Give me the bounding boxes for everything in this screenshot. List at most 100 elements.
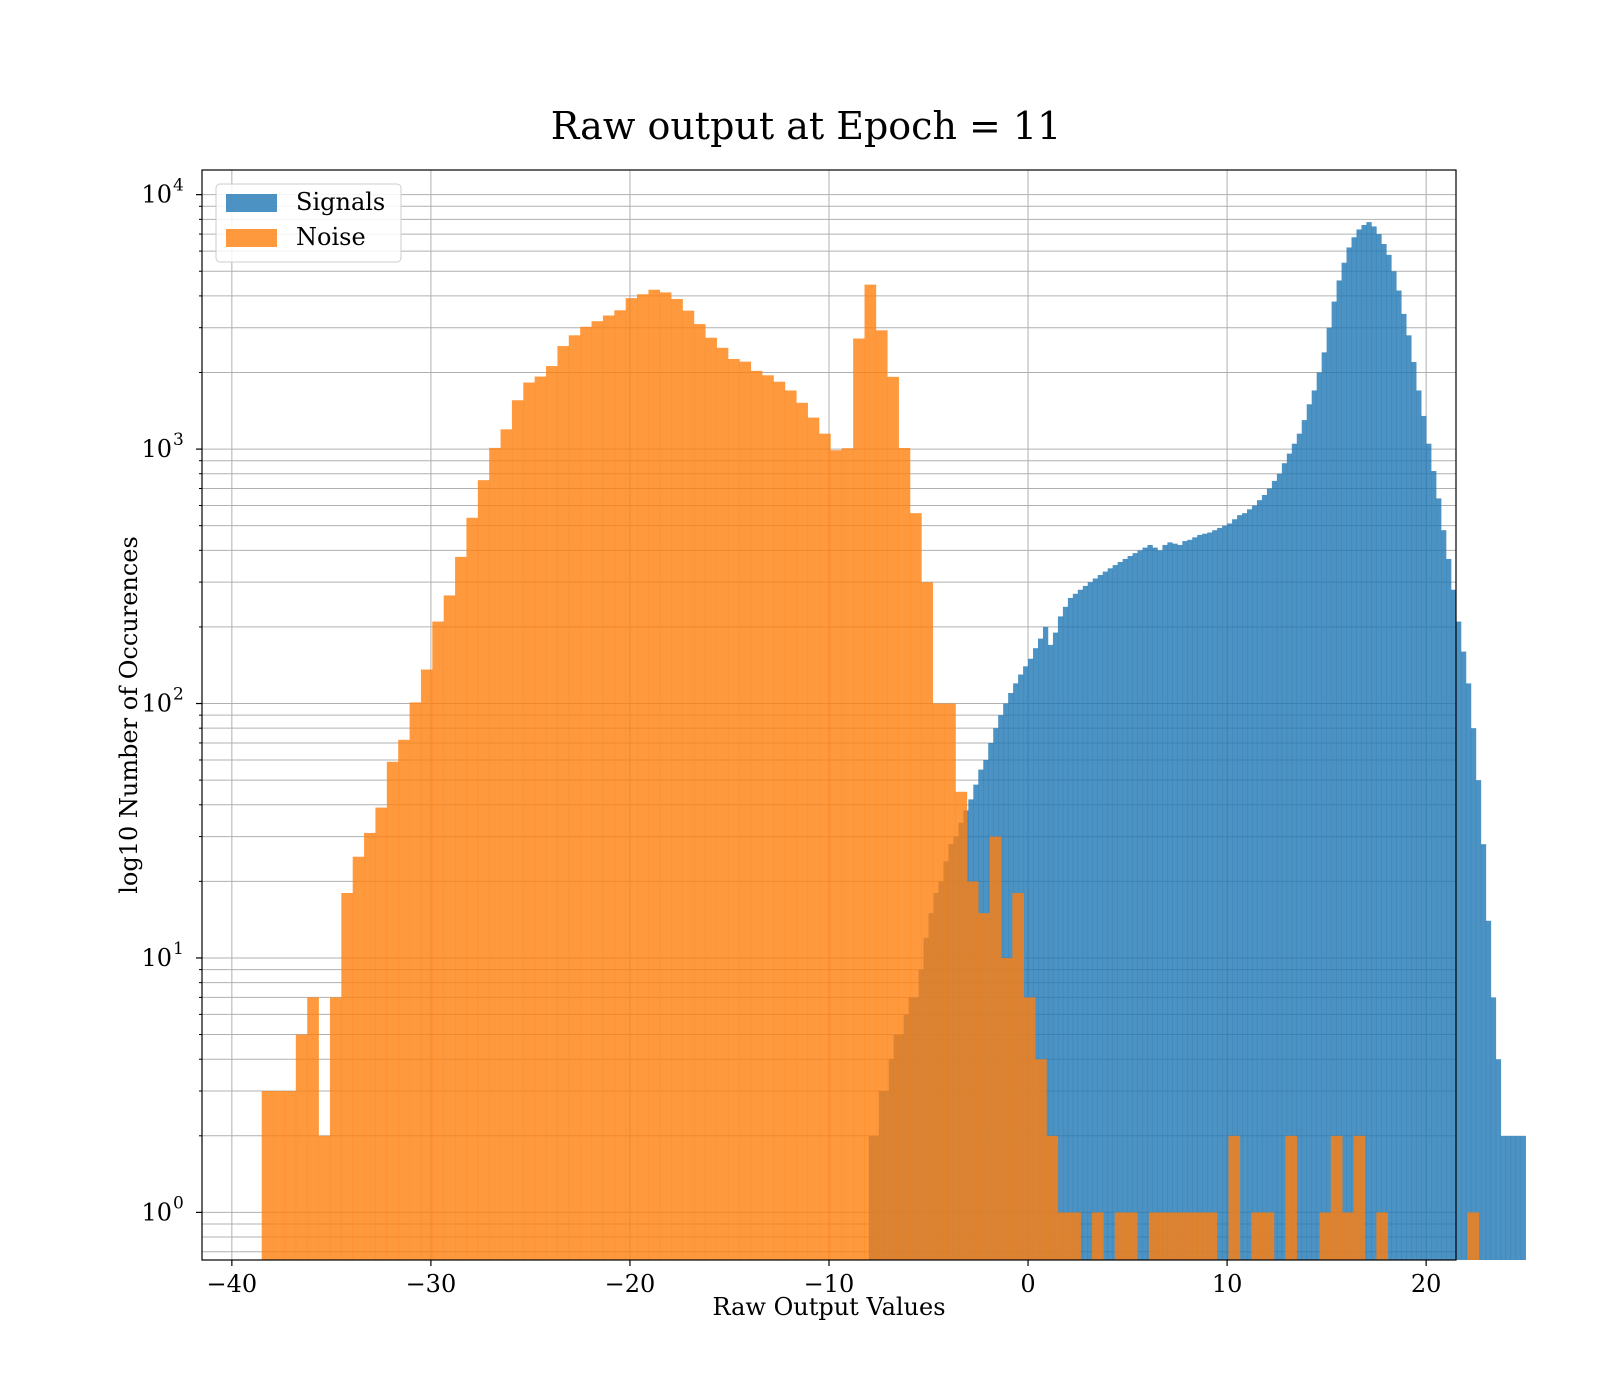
legend-label-signals: Signals bbox=[296, 188, 385, 216]
histogram-bar bbox=[273, 1091, 285, 1260]
y-tick-label: 10 bbox=[141, 435, 172, 463]
histogram-bar bbox=[1092, 578, 1099, 1260]
histogram-bar bbox=[489, 447, 501, 1260]
histogram-bar bbox=[1480, 844, 1487, 1260]
histogram-bar bbox=[1171, 1212, 1184, 1260]
histogram-bar bbox=[1162, 544, 1168, 1260]
histogram-bar bbox=[1470, 728, 1477, 1260]
histogram-bar bbox=[1316, 372, 1322, 1260]
histogram-bar bbox=[1194, 1212, 1207, 1260]
histogram-bar bbox=[1142, 547, 1148, 1260]
histogram-bar bbox=[1038, 638, 1044, 1260]
histogram-bar bbox=[1067, 597, 1074, 1260]
histogram-bar bbox=[887, 376, 899, 1261]
histogram-bar bbox=[1431, 471, 1437, 1260]
histogram-bar bbox=[1311, 390, 1317, 1261]
histogram-bar bbox=[1127, 556, 1133, 1260]
histogram-bar bbox=[352, 856, 365, 1260]
histogram-bar bbox=[1028, 658, 1034, 1260]
histogram-bar bbox=[1000, 957, 1013, 1260]
histogram-bar bbox=[1401, 313, 1407, 1261]
histogram-bar bbox=[1087, 582, 1094, 1260]
histogram-bar bbox=[1132, 553, 1138, 1260]
series-noise bbox=[261, 284, 1479, 1261]
histogram-bar bbox=[1330, 1135, 1343, 1260]
y-tick-label: 10 bbox=[141, 944, 172, 972]
histogram-bar bbox=[386, 761, 399, 1260]
legend-swatch-signals bbox=[226, 194, 277, 212]
histogram-bar bbox=[1291, 443, 1298, 1261]
histogram-bar bbox=[261, 1091, 274, 1260]
histogram-bar bbox=[477, 480, 490, 1261]
histogram-bar bbox=[1336, 280, 1342, 1261]
histogram-bar bbox=[1167, 542, 1173, 1260]
histogram-bar bbox=[1187, 539, 1193, 1260]
histogram-bar bbox=[1319, 1212, 1332, 1260]
histogram-bar bbox=[1212, 530, 1218, 1260]
histogram-bar bbox=[1232, 519, 1238, 1260]
histogram-bar bbox=[341, 893, 354, 1260]
chart-title: Raw output at Epoch = 11 bbox=[551, 104, 1062, 148]
x-tick-label: 20 bbox=[1411, 1270, 1442, 1298]
histogram-bar bbox=[1256, 500, 1263, 1261]
histogram-bar bbox=[295, 1034, 308, 1260]
histogram-bar bbox=[307, 997, 319, 1260]
histogram-bar bbox=[1082, 585, 1089, 1260]
histogram-bar bbox=[1261, 495, 1268, 1260]
histogram-bar bbox=[1286, 453, 1293, 1260]
histogram-bar bbox=[1077, 589, 1084, 1260]
histogram-bar bbox=[1306, 404, 1312, 1260]
y-tick-exponent: 0 bbox=[173, 1193, 184, 1213]
y-tick-label: 10 bbox=[141, 181, 172, 209]
histogram-bar bbox=[1421, 415, 1427, 1260]
histogram-bar bbox=[989, 836, 1002, 1260]
histogram-bar bbox=[739, 361, 752, 1260]
histogram-bar bbox=[1446, 558, 1452, 1260]
histogram-bar bbox=[1342, 1212, 1354, 1260]
histogram-bar bbox=[796, 402, 808, 1260]
histogram-bar bbox=[1485, 920, 1492, 1260]
histogram-bar bbox=[1281, 463, 1288, 1260]
histogram-bar bbox=[534, 376, 547, 1260]
histogram-bar bbox=[819, 433, 831, 1261]
histogram-bar bbox=[1331, 301, 1337, 1261]
y-tick-label: 10 bbox=[141, 1198, 172, 1226]
histogram-bar bbox=[1411, 361, 1417, 1260]
histogram-bar bbox=[1157, 550, 1163, 1260]
histogram-bar bbox=[1371, 226, 1377, 1260]
histogram-bar bbox=[864, 284, 877, 1260]
histogram-bar bbox=[329, 997, 342, 1260]
histogram-bar bbox=[1160, 1212, 1172, 1260]
histogram-bar bbox=[1177, 544, 1183, 1260]
histogram-bar bbox=[1112, 565, 1118, 1260]
histogram-bar bbox=[614, 310, 626, 1260]
histogram-bar bbox=[602, 315, 615, 1260]
y-tick-exponent: 2 bbox=[173, 685, 184, 705]
histogram-bar bbox=[1023, 997, 1036, 1260]
histogram-bar bbox=[1346, 247, 1352, 1260]
histogram-bar bbox=[705, 337, 717, 1260]
histogram-bar bbox=[1341, 262, 1347, 1260]
histogram-bar bbox=[1500, 1135, 1507, 1260]
histogram-bar bbox=[659, 292, 672, 1261]
histogram-bar bbox=[1266, 488, 1273, 1261]
histogram-bar bbox=[693, 324, 706, 1260]
histogram-bar bbox=[580, 326, 592, 1260]
histogram-bar bbox=[1217, 527, 1223, 1260]
histogram-bar bbox=[1205, 1212, 1218, 1260]
histogram-bar bbox=[1356, 229, 1362, 1260]
histogram-bar bbox=[318, 1135, 331, 1260]
histogram-bar bbox=[762, 375, 774, 1260]
histogram-bar bbox=[1515, 1135, 1521, 1260]
histogram-bar bbox=[1271, 480, 1278, 1260]
histogram-bar bbox=[1251, 1212, 1263, 1260]
histogram-bar bbox=[773, 381, 786, 1260]
histogram-bar bbox=[1366, 222, 1372, 1260]
histogram-bar bbox=[1465, 683, 1472, 1260]
histogram-bar bbox=[1222, 525, 1228, 1260]
histogram-bar bbox=[1117, 561, 1123, 1260]
histogram-bar bbox=[1033, 648, 1039, 1260]
histogram-bar bbox=[1057, 616, 1064, 1260]
